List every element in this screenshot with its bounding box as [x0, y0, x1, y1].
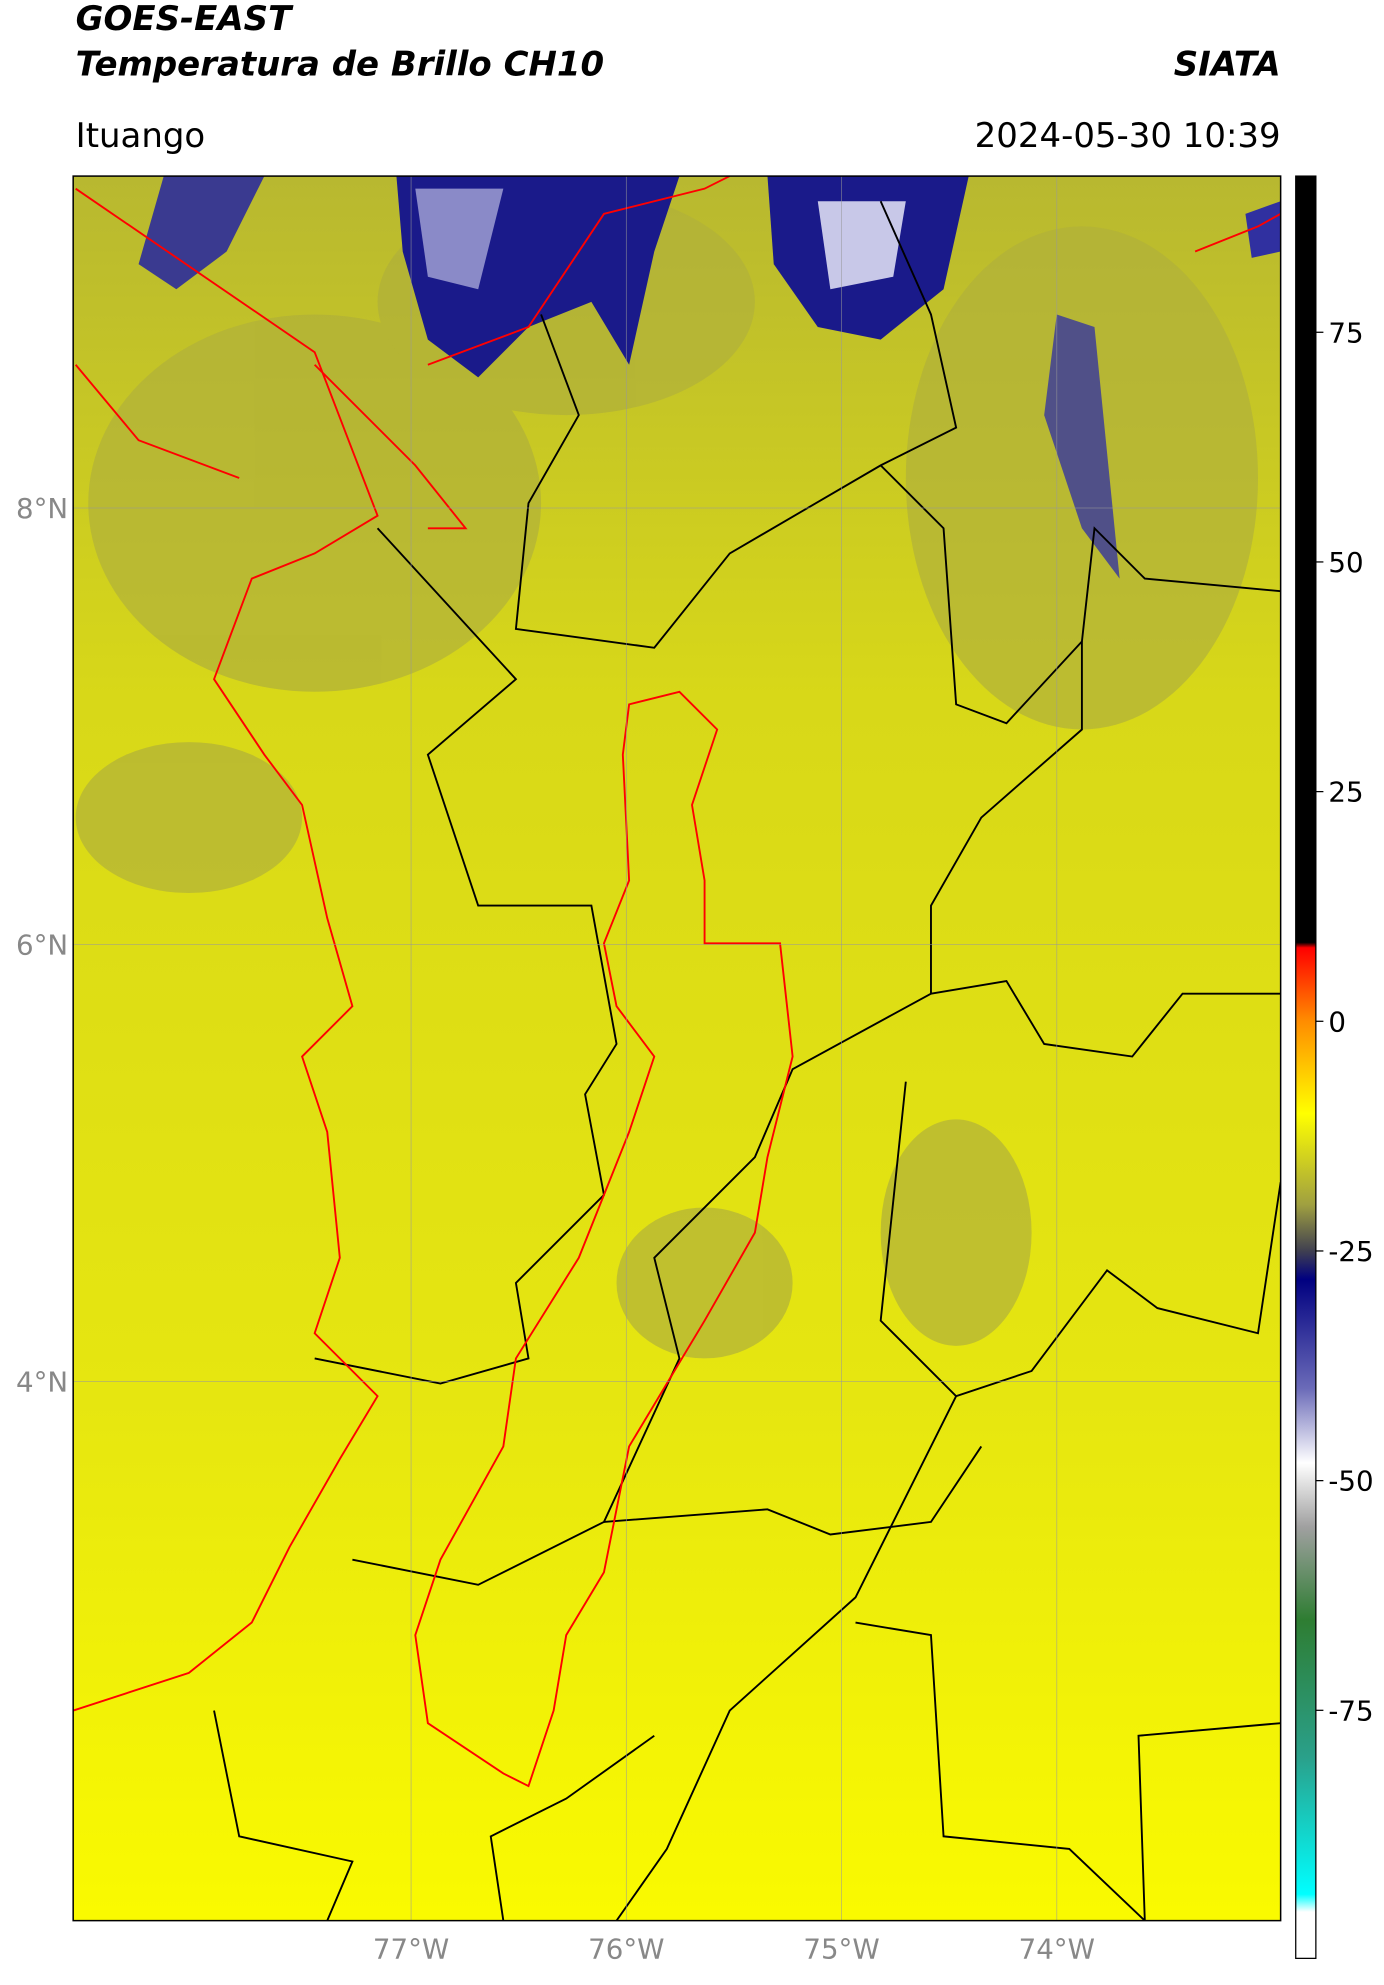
title: GOES-EAST — [76, 0, 294, 39]
lat-tick-label: 6°N — [16, 929, 68, 962]
graticule — [73, 176, 1281, 1921]
lat-tick-label: 4°N — [16, 1365, 68, 1398]
brand: SIATA — [1174, 44, 1281, 84]
subtitle: Temperatura de Brillo CH10 — [76, 44, 604, 84]
colorbar-tick-label: -75 — [1328, 1694, 1373, 1727]
lon-tick-label: 77°W — [373, 1932, 449, 1965]
colorbar-tick-label: 50 — [1328, 546, 1363, 579]
colorbar-tick-label: 0 — [1328, 1005, 1346, 1038]
colorbar-tick-label: -50 — [1328, 1465, 1373, 1498]
lat-tick-label: 8°N — [16, 492, 68, 525]
colorbar-tick-label: -25 — [1328, 1235, 1373, 1268]
lon-tick-label: 74°W — [1019, 1932, 1095, 1965]
colorbar-tick-label: 75 — [1328, 316, 1363, 349]
lon-tick-label: 75°W — [803, 1932, 879, 1965]
region-outline — [73, 176, 1281, 1788]
location: Ituango — [76, 116, 206, 156]
map-frame — [72, 175, 1282, 1922]
map — [73, 176, 1281, 1921]
admin-borders — [213, 200, 1281, 1921]
cold-cloud-tops — [138, 176, 1281, 579]
lon-tick-label: 76°W — [588, 1932, 664, 1965]
datetime: 2024-05-30 10:39 — [975, 116, 1281, 156]
colorbar-tick-label: 25 — [1328, 776, 1363, 809]
colorbar — [1295, 175, 1317, 1959]
